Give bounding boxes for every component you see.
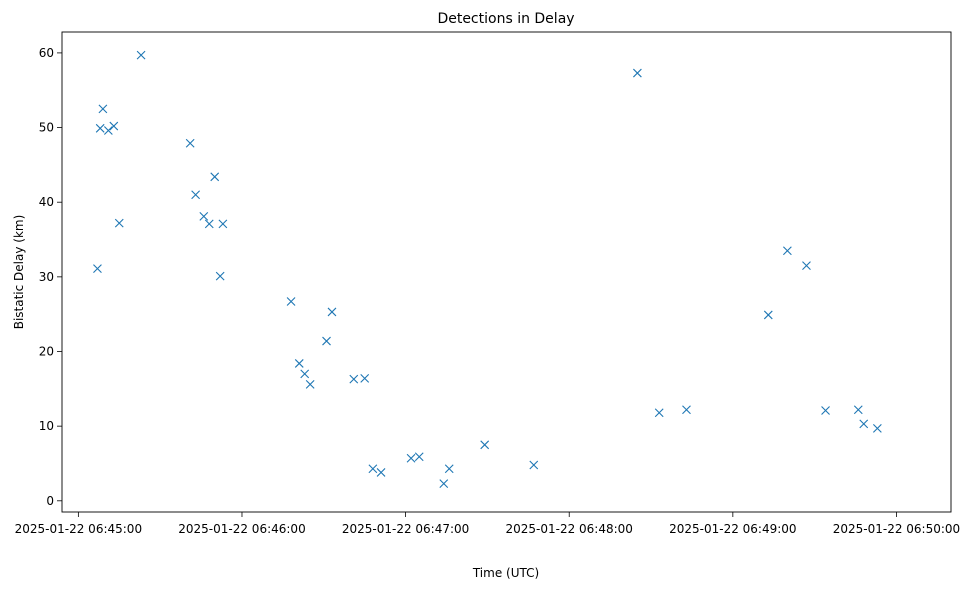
data-point-marker bbox=[103, 126, 113, 135]
data-point-marker bbox=[480, 440, 490, 450]
data-point-marker bbox=[821, 406, 830, 415]
y-axis-label: Bistatic Delay (km) bbox=[12, 215, 26, 330]
data-point-marker bbox=[859, 419, 869, 429]
data-point-marker bbox=[853, 405, 863, 415]
data-point-marker bbox=[406, 453, 416, 463]
data-point-marker bbox=[633, 68, 642, 78]
y-tick-label: 60 bbox=[39, 46, 54, 60]
data-point-marker bbox=[93, 264, 102, 274]
data-point-marker bbox=[294, 359, 304, 368]
y-tick-label: 30 bbox=[39, 270, 54, 284]
data-point-marker bbox=[191, 190, 201, 200]
data-point-marker bbox=[349, 374, 359, 384]
chart-title: Detections in Delay bbox=[437, 11, 574, 27]
data-point-marker bbox=[376, 468, 386, 477]
data-point-marker bbox=[327, 307, 337, 317]
y-tick-label: 0 bbox=[46, 494, 54, 508]
data-point-marker bbox=[368, 464, 378, 474]
data-point-marker bbox=[872, 424, 882, 433]
data-point-marker bbox=[444, 464, 454, 474]
data-point-marker bbox=[782, 246, 792, 256]
data-point-marker bbox=[360, 373, 370, 383]
data-point-marker bbox=[322, 336, 331, 346]
data-point-marker bbox=[218, 219, 228, 229]
data-point-marker bbox=[114, 218, 124, 228]
axis-ticks: 2025-01-22 06:45:00 2025-01-22 06:46:00 20… bbox=[15, 46, 961, 536]
data-point-marker bbox=[763, 310, 773, 320]
data-point-marker bbox=[802, 261, 811, 271]
y-tick-label: 50 bbox=[39, 121, 54, 135]
data-point-marker bbox=[136, 50, 146, 60]
data-point-marker bbox=[98, 104, 108, 114]
y-tick-label: 40 bbox=[39, 195, 54, 209]
data-point-marker bbox=[199, 211, 209, 221]
data-point-marker bbox=[210, 172, 220, 182]
data-point-marker bbox=[305, 379, 315, 389]
plot-area bbox=[61, 31, 952, 513]
y-tick-label: 20 bbox=[39, 345, 54, 359]
data-points bbox=[93, 50, 882, 489]
data-point-marker bbox=[682, 405, 691, 415]
x-tick-label: 2025-01-22 06:45:00 bbox=[15, 522, 142, 536]
x-tick-label: 2025-01-22 06:49:00 bbox=[669, 522, 796, 536]
data-point-marker bbox=[286, 297, 296, 306]
data-point-marker bbox=[204, 219, 214, 229]
x-axis-label: Time (UTC) bbox=[472, 566, 539, 580]
data-point-marker bbox=[414, 452, 424, 462]
x-tick-label: 2025-01-22 06:50:00 bbox=[833, 522, 960, 536]
y-tick-label: 10 bbox=[39, 419, 54, 433]
data-point-marker bbox=[215, 271, 225, 281]
data-point-marker bbox=[95, 123, 105, 133]
data-point-marker bbox=[109, 121, 119, 131]
data-point-marker bbox=[185, 138, 195, 148]
data-point-marker bbox=[654, 408, 664, 418]
data-point-marker bbox=[439, 479, 449, 489]
data-point-marker bbox=[300, 369, 310, 379]
x-tick-label: 2025-01-22 06:48:00 bbox=[505, 522, 632, 536]
data-point-marker bbox=[529, 460, 539, 470]
x-tick-label: 2025-01-22 06:46:00 bbox=[178, 522, 305, 536]
x-tick-label: 2025-01-22 06:47:00 bbox=[342, 522, 469, 536]
